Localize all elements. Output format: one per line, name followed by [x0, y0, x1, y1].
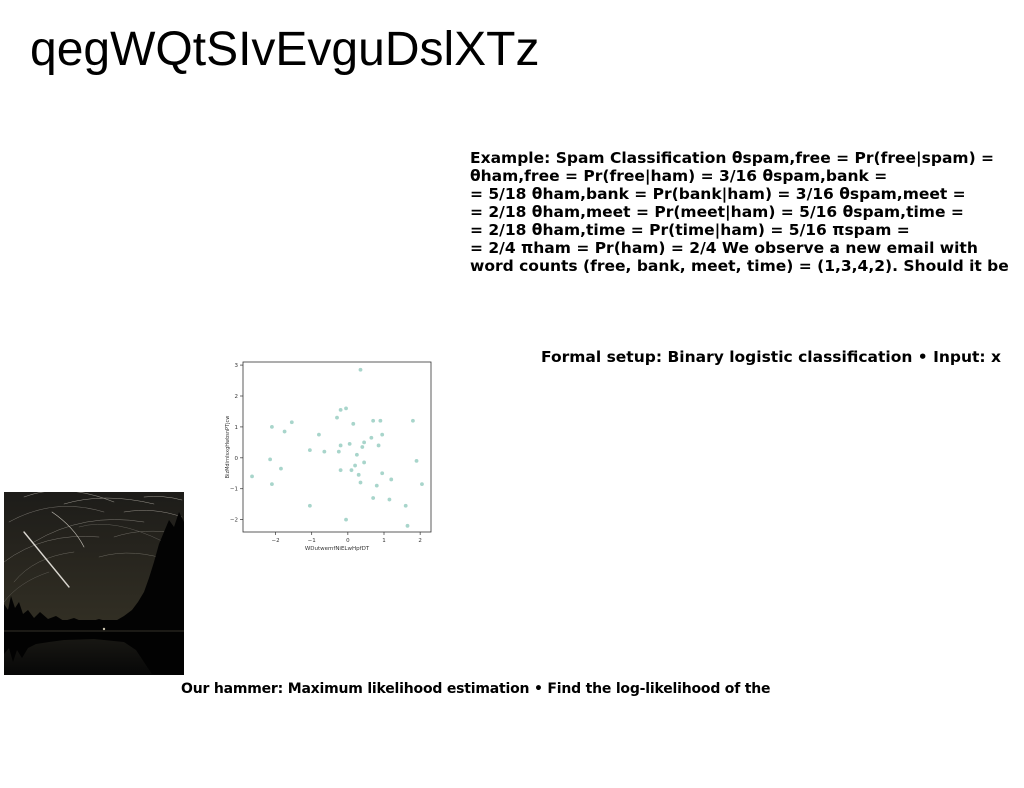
y-tick-label: 0	[235, 456, 239, 462]
data-point	[414, 459, 419, 463]
data-point	[282, 429, 287, 434]
data-point	[403, 503, 408, 508]
data-point	[380, 432, 385, 437]
spam-classification-example: Example: Spam Classification θspam,free …	[470, 149, 1024, 275]
data-point	[369, 435, 374, 440]
x-tick-label: −2	[271, 538, 279, 544]
data-point	[307, 448, 312, 452]
data-point	[338, 443, 343, 448]
data-point	[268, 457, 273, 462]
data-point	[349, 468, 354, 473]
data-point	[356, 472, 361, 477]
data-point	[358, 367, 363, 372]
data-point	[289, 420, 294, 425]
data-point	[374, 483, 379, 488]
data-point	[338, 468, 343, 473]
slide-title: qegWQtSIvEvguDslXTz	[30, 23, 540, 76]
spam-example-line: θham,free = Pr(free|ham) = 3/16 θspam,ba…	[470, 167, 888, 185]
data-point	[411, 418, 415, 423]
formal-setup-text: Formal setup: Binary logistic classifica…	[541, 348, 1002, 366]
spam-example-line: word counts (free, bank, meet, time) = (…	[470, 257, 1009, 275]
y-tick-label: 3	[235, 363, 239, 369]
spam-example-line: = 2/4 πham = Pr(ham) = 2/4 We observe a …	[470, 239, 978, 257]
data-point	[270, 482, 274, 486]
data-point	[351, 421, 356, 426]
data-point	[371, 496, 376, 500]
data-point	[362, 460, 367, 465]
x-tick-label: 2	[418, 538, 422, 544]
star-trails	[3, 490, 183, 603]
data-point	[270, 425, 274, 429]
x-tick-label: 0	[346, 538, 350, 544]
data-point	[338, 408, 343, 412]
data-point	[250, 474, 254, 479]
data-point	[378, 418, 383, 423]
y-tick-label: −1	[230, 487, 238, 493]
data-point	[354, 452, 359, 457]
x-tick-label: 1	[382, 538, 386, 544]
data-point	[362, 440, 367, 445]
spam-example-line: = 2/18 θham,time = Pr(time|ham) = 5/16 π…	[470, 221, 910, 239]
spam-example-line: Example: Spam Classification θspam,free …	[470, 149, 995, 167]
y-tick-label: 1	[235, 425, 239, 431]
data-point	[420, 482, 424, 486]
data-point	[387, 497, 392, 502]
data-point	[389, 477, 394, 482]
hammer-text: Our hammer: Maximum likelihood estimatio…	[181, 681, 771, 697]
distant-light	[102, 627, 106, 631]
x-tick-label: −1	[308, 538, 316, 544]
tree-silhouettes	[4, 512, 184, 630]
data-point	[347, 442, 352, 446]
y-tick-label: −2	[230, 518, 238, 524]
spam-example-line: = 2/18 θham,meet = Pr(meet|ham) = 5/16 θ…	[470, 203, 964, 221]
photo-icon	[3, 490, 184, 675]
x-axis-label: WDutwemfNiELwHpfDT	[305, 546, 370, 552]
data-point	[344, 517, 348, 522]
spam-example-line: = 5/18 θham,bank = Pr(bank|ham) = 3/16 θ…	[470, 185, 966, 203]
data-point	[353, 463, 357, 468]
night-sky-photo	[3, 490, 184, 675]
data-point	[322, 449, 327, 454]
data-point	[371, 418, 376, 423]
data-point	[380, 471, 385, 476]
data-point	[344, 406, 348, 411]
scatter-plot-svg: −2 −1 0 1 2 −2 −1 0 1 2 3 WDutwemfNiELwHpfDT BizMdir…	[225, 361, 432, 552]
plot-frame	[242, 361, 432, 533]
data-point	[405, 523, 410, 528]
y-axis-label: BizMdirnlsxgHwbsnPTjcw	[225, 416, 231, 479]
tree-reflection	[4, 632, 184, 675]
data-point	[335, 415, 339, 420]
data-point	[317, 432, 321, 437]
data-point	[336, 449, 341, 454]
scatter-plot: −2 −1 0 1 2 −2 −1 0 1 2 3 WDutwemfNiELwHpfDT BizMdir…	[222, 358, 436, 554]
y-tick-label: 2	[235, 394, 239, 400]
data-point	[360, 445, 365, 449]
data-point	[358, 480, 363, 485]
data-point	[376, 443, 381, 448]
data-point	[279, 466, 283, 471]
data-point	[307, 503, 312, 508]
